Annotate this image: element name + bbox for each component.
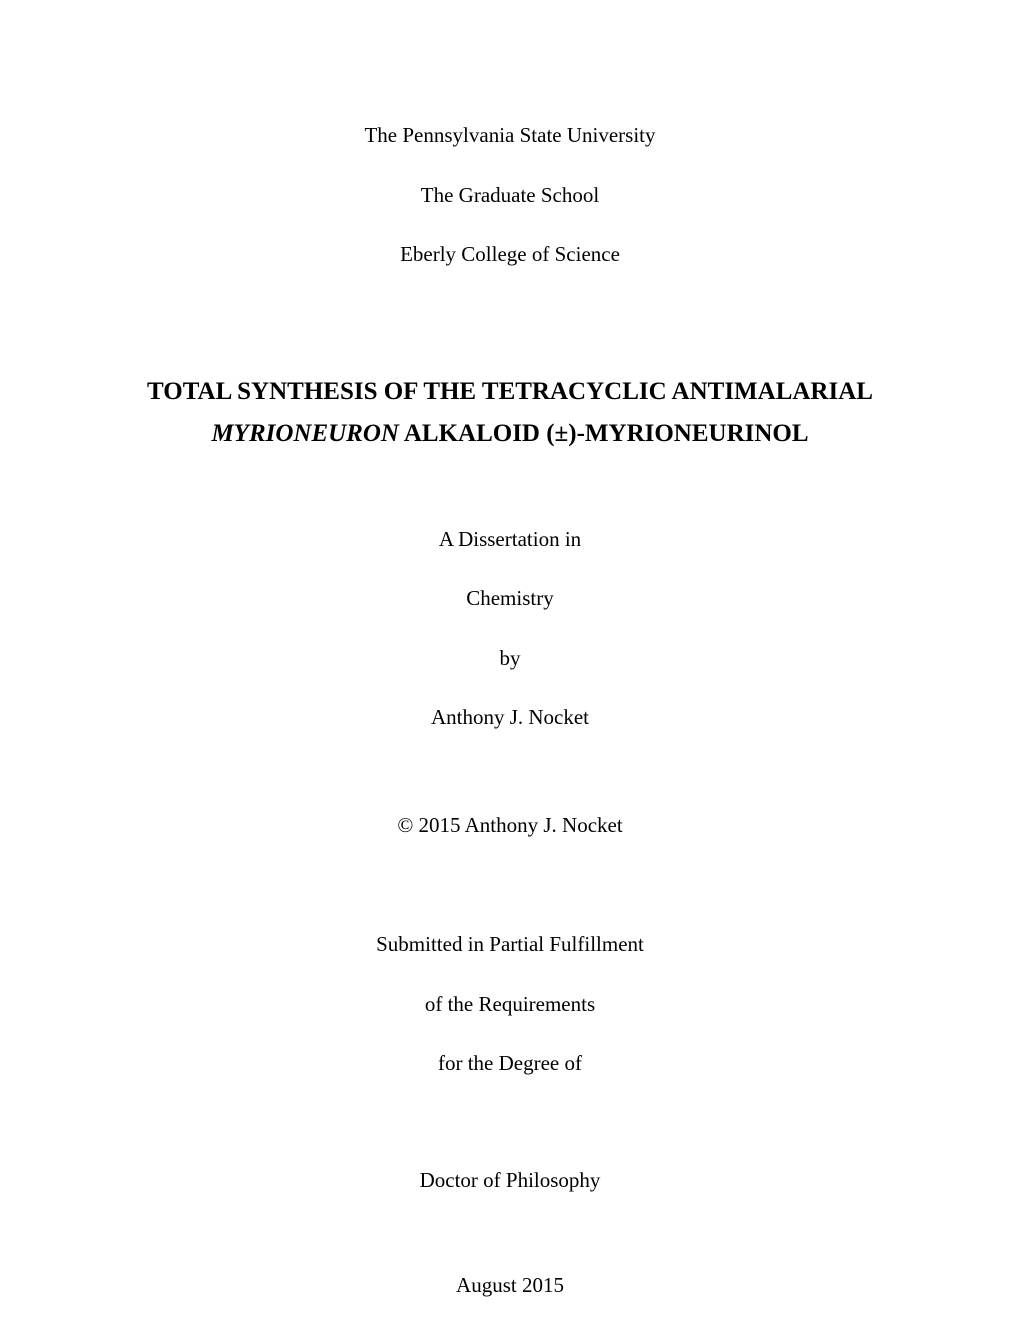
by-label: by bbox=[431, 643, 589, 675]
degree-block: Doctor of Philosophy bbox=[420, 1168, 601, 1193]
submitted-line-1: Submitted in Partial Fulfillment bbox=[376, 929, 644, 961]
title-line-1: TOTAL SYNTHESIS OF THE TETRACYCLIC ANTIM… bbox=[147, 371, 873, 414]
title-italic-word: MYRIONEURON bbox=[211, 420, 399, 447]
submitted-line-2: of the Requirements bbox=[376, 989, 644, 1021]
degree-name: Doctor of Philosophy bbox=[420, 1168, 601, 1193]
dissertation-title: TOTAL SYNTHESIS OF THE TETRACYCLIC ANTIM… bbox=[147, 371, 873, 456]
title-line-2: MYRIONEURON ALKALOID (±)-MYRIONEURINOL bbox=[147, 413, 873, 456]
university-name: The Pennsylvania State University bbox=[364, 120, 655, 152]
title-line-2-rest: ALKALOID (±)-MYRIONEURINOL bbox=[399, 420, 809, 447]
department-name: Chemistry bbox=[431, 583, 589, 615]
date-block: August 2015 bbox=[456, 1273, 564, 1298]
title-page: The Pennsylvania State University The Gr… bbox=[100, 120, 920, 1240]
header-block: The Pennsylvania State University The Gr… bbox=[364, 120, 655, 299]
dissertation-in-label: A Dissertation in bbox=[431, 524, 589, 556]
author-name: Anthony J. Nocket bbox=[431, 702, 589, 734]
college-name: Eberly College of Science bbox=[364, 239, 655, 271]
copyright-text: © 2015 Anthony J. Nocket bbox=[397, 810, 622, 842]
dissertation-info: A Dissertation in Chemistry by Anthony J… bbox=[431, 524, 589, 762]
date-text: August 2015 bbox=[456, 1273, 564, 1298]
graduate-school: The Graduate School bbox=[364, 180, 655, 212]
submitted-block: Submitted in Partial Fulfillment of the … bbox=[376, 929, 644, 1108]
submitted-line-3: for the Degree of bbox=[376, 1048, 644, 1080]
copyright-block: © 2015 Anthony J. Nocket bbox=[397, 810, 622, 870]
